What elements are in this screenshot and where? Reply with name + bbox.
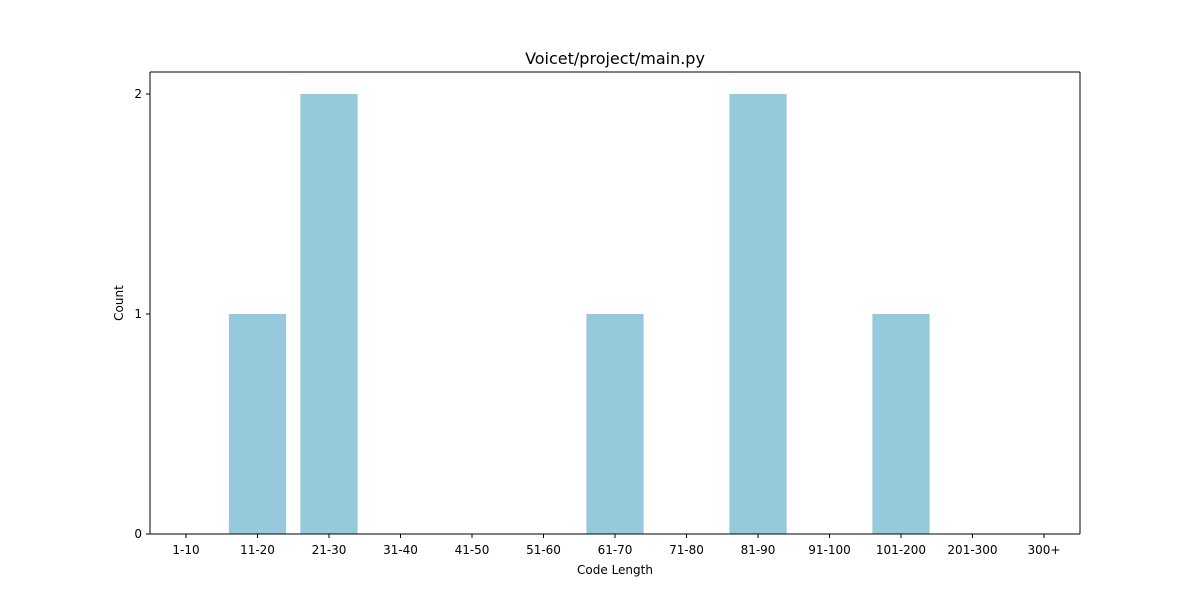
bar-61-70 xyxy=(586,314,644,534)
bars-group xyxy=(228,94,930,534)
x-tick-label: 300+ xyxy=(1028,543,1061,557)
x-tick-label: 61-70 xyxy=(598,543,633,557)
y-axis-title: Count xyxy=(112,285,126,321)
x-tick-label: 31-40 xyxy=(383,543,418,557)
x-tick-label: 11-20 xyxy=(240,543,275,557)
bar-81-90 xyxy=(729,94,787,534)
x-axis-ticks: 1-10 11-20 21-30 31-40 41-50 51-60 61-70 71-80 8… xyxy=(172,534,1060,557)
y-axis-ticks: 0 1 2 xyxy=(134,87,150,541)
bar-21-30 xyxy=(300,94,358,534)
x-tick-label: 41-50 xyxy=(455,543,490,557)
bar-101-200 xyxy=(872,314,930,534)
x-tick-label: 1-10 xyxy=(172,543,199,557)
x-tick-label: 81-90 xyxy=(741,543,776,557)
chart-title: Voicet/project/main.py xyxy=(525,49,705,68)
y-tick-label: 2 xyxy=(134,87,142,101)
y-tick-label: 1 xyxy=(134,307,142,321)
y-tick-label: 0 xyxy=(134,527,142,541)
bar-11-20 xyxy=(228,314,287,534)
x-tick-label: 101-200 xyxy=(876,543,926,557)
x-tick-label: 91-100 xyxy=(808,543,851,557)
x-axis-title: Code Length xyxy=(577,563,653,577)
x-tick-label: 51-60 xyxy=(526,543,561,557)
x-tick-label: 71-80 xyxy=(669,543,704,557)
x-tick-label: 21-30 xyxy=(312,543,347,557)
x-tick-label: 201-300 xyxy=(947,543,997,557)
